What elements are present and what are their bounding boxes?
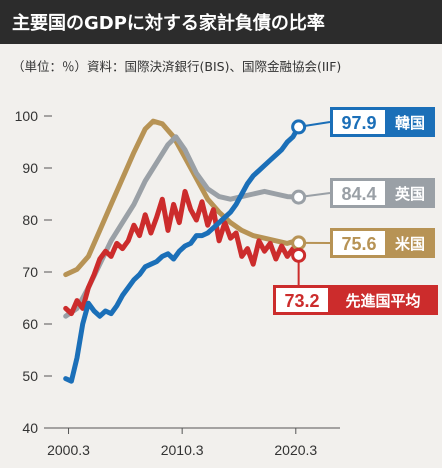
x-tick-label-2010.3: 2010.3	[161, 442, 204, 458]
source-note: （単位：％）資料：国際決済銀行(BIS)、国際金融協会(IIF)	[12, 59, 342, 74]
value-label-korea: 97.9	[341, 113, 376, 133]
y-tick-label-90: 90	[22, 160, 38, 176]
series-name-advanced: 先進国平均	[345, 292, 420, 310]
value-box-advanced	[276, 288, 328, 312]
value-label-advanced: 73.2	[284, 291, 319, 311]
y-tick-label-70: 70	[22, 264, 38, 280]
x-tick-label-2000.3: 2000.3	[47, 442, 90, 458]
chart-title: 主要国のGDPに対する家計負債の比率	[12, 13, 325, 34]
end-marker-korea	[291, 119, 307, 135]
series-lines	[63, 118, 302, 384]
end-marker-advanced	[291, 247, 307, 263]
axes: 100 90 80 70 60 50 40 2000.3 2010.3 2020.3	[15, 108, 340, 458]
y-tick-label-80: 80	[22, 212, 38, 228]
value-box-us	[333, 231, 385, 255]
y-tick-label-40: 40	[22, 420, 38, 436]
value-box-korea	[333, 110, 385, 134]
value-label-us: 75.6	[341, 234, 376, 254]
value-box-uk	[333, 181, 385, 205]
series-line-us	[63, 118, 302, 278]
chart-header: 主要国のGDPに対する家計負債の比率	[0, 0, 442, 44]
y-tick-label-60: 60	[22, 316, 38, 332]
x-tick-label-2020.3: 2020.3	[274, 442, 317, 458]
series-name-us: 米国	[395, 235, 425, 253]
end-marker-us	[291, 235, 307, 251]
y-tick-label-100: 100	[15, 108, 39, 124]
value-label-uk: 84.4	[341, 184, 376, 204]
end-marker-uk	[291, 189, 307, 205]
series-name-korea: 韓国	[395, 114, 425, 132]
y-tick-label-50: 50	[22, 368, 38, 384]
series-name-uk: 英国	[395, 185, 425, 203]
series-line-advanced	[63, 188, 302, 317]
end-labels: 75.6 米国 84.4 英国 73.2 先進国平均 97.9 韓国	[273, 107, 438, 315]
series-line-korea	[63, 124, 302, 384]
